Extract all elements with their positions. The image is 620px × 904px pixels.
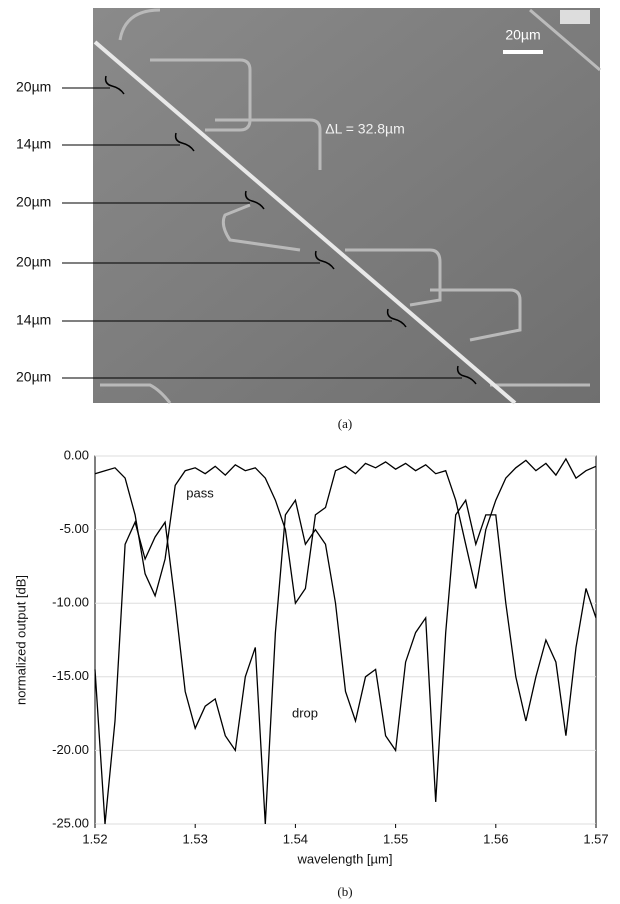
data-line (94, 457, 597, 605)
y-tick-label: -25.00 (52, 815, 89, 830)
bracket (456, 365, 477, 385)
scale-bar-label: 20µm (505, 27, 540, 43)
segment-length-label: 20µm (16, 79, 51, 95)
segment-length-label: 20µm (16, 369, 51, 385)
x-tick-label: 1.53 (183, 831, 208, 846)
series-label: pass (186, 485, 214, 500)
bracket (386, 308, 407, 328)
y-tick-label: 0.00 (64, 447, 89, 462)
x-tick-label: 1.52 (82, 831, 107, 846)
segment-length-label: 14µm (16, 312, 51, 328)
caption-b: (b) (337, 884, 352, 899)
data-line (94, 498, 597, 825)
segment-length-label: 20µm (16, 194, 51, 210)
sem-image (93, 8, 601, 405)
x-tick-label: 1.57 (583, 831, 608, 846)
delta-length-label: ΔL = 32.8µm (325, 121, 405, 137)
bracket (244, 190, 265, 210)
y-tick-label: -15.00 (52, 668, 89, 683)
x-axis-title: wavelength [µm] (297, 851, 393, 866)
plot-frame (94, 455, 597, 825)
caption-a: (a) (338, 416, 352, 431)
segment-length-label: 20µm (16, 254, 51, 270)
y-tick-label: -5.00 (59, 521, 89, 536)
bracket (314, 250, 335, 270)
y-tick-label: -10.00 (52, 595, 89, 610)
bracket (174, 132, 195, 152)
y-tick-label: -20.00 (52, 742, 89, 757)
series-label: drop (292, 705, 318, 720)
x-tick-label: 1.55 (383, 831, 408, 846)
y-axis-title: normalized output [dB] (13, 575, 28, 705)
x-tick-label: 1.54 (283, 831, 308, 846)
bracket (104, 75, 125, 95)
segment-length-label: 14µm (16, 136, 51, 152)
x-tick-label: 1.56 (483, 831, 508, 846)
